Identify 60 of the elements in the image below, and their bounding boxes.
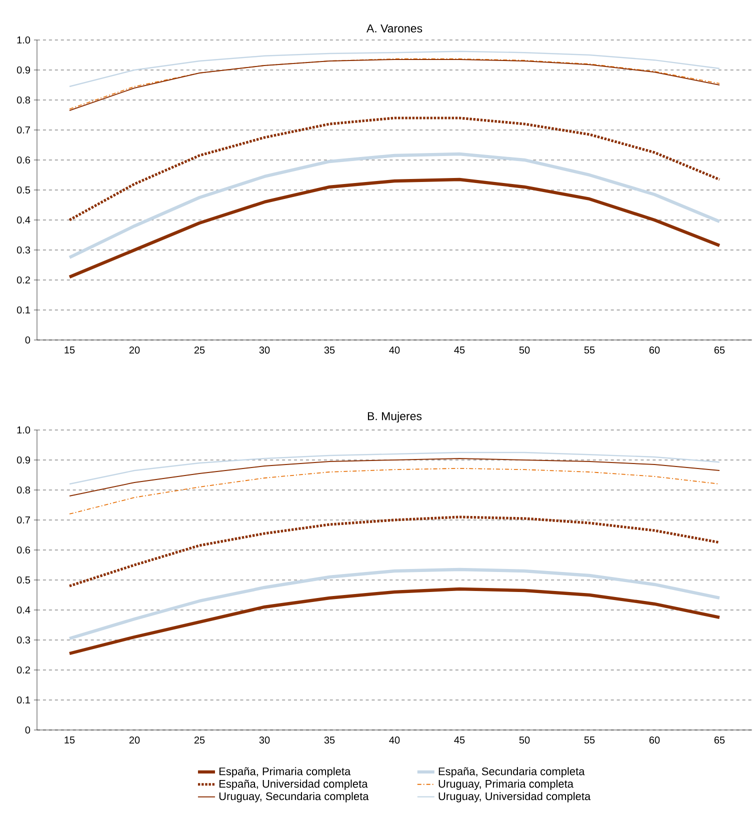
x-tick-label: 25	[194, 346, 205, 354]
y-tick-label: 0.2	[16, 276, 30, 284]
y-tick-label: 0	[25, 336, 30, 344]
chart-title: A. Varones	[366, 24, 422, 32]
legend-label: España, Secundaria completa	[438, 767, 585, 778]
y-tick-label: 0.3	[16, 636, 30, 644]
line-series	[68, 568, 722, 640]
legend-label: Uruguay, Secundaria completa	[219, 792, 369, 802]
x-tick-label: 20	[129, 346, 140, 354]
y-tick-label: 0.5	[16, 186, 30, 194]
legend-label: Uruguay, Universidad completa	[438, 792, 591, 802]
x-tick-label: 25	[194, 736, 205, 744]
line-series	[68, 178, 722, 279]
y-tick-label: 0.9	[16, 456, 30, 464]
line-series	[68, 516, 721, 588]
line-series	[68, 50, 720, 88]
y-tick-label: 0.5	[16, 576, 30, 584]
x-tick-label: 60	[649, 736, 660, 744]
x-tick-label: 35	[324, 346, 335, 354]
y-tick-label: 0.7	[16, 516, 30, 524]
x-tick-label: 55	[584, 346, 595, 354]
x-tick-label: 60	[649, 346, 660, 354]
chart-title: B. Mujeres	[368, 412, 422, 422]
y-tick-label: 0.7	[16, 126, 30, 134]
legend-label: España, Universidad completa	[219, 780, 368, 790]
y-tick-label: 0.6	[16, 546, 30, 554]
y-tick-label: 1.0	[17, 426, 30, 434]
x-tick-label: 15	[64, 346, 75, 354]
x-tick-label: 50	[519, 736, 530, 744]
x-tick-label: 35	[324, 736, 335, 744]
y-tick-label: 0.8	[16, 96, 30, 104]
x-tick-label: 20	[129, 736, 140, 744]
y-tick-label: 0.8	[16, 486, 30, 494]
line-series	[68, 152, 722, 260]
x-tick-label: 45	[454, 346, 465, 354]
line-series	[68, 116, 721, 222]
x-tick-label: 40	[389, 346, 400, 354]
x-tick-label: 65	[714, 736, 725, 744]
y-tick-label: 0.1	[16, 306, 30, 314]
x-tick-label: 15	[64, 736, 75, 744]
y-tick-label: 0.1	[16, 696, 30, 704]
x-tick-label: 50	[519, 346, 530, 354]
y-tick-label: 0.6	[16, 156, 30, 164]
legend-label: España, Primaria completa	[219, 767, 351, 778]
x-tick-label: 30	[259, 736, 270, 744]
x-tick-label: 30	[259, 346, 270, 354]
legend-label: Uruguay, Primaria completa	[438, 780, 574, 790]
x-tick-label: 65	[714, 346, 725, 354]
y-tick-label: 0.4	[16, 606, 30, 614]
y-tick-label: 0.3	[16, 246, 30, 254]
y-tick-label: 0.4	[16, 216, 30, 224]
y-tick-label: 1.0	[17, 36, 30, 44]
x-tick-label: 45	[454, 736, 465, 744]
x-tick-label: 55	[584, 736, 595, 744]
line-series	[69, 468, 720, 514]
x-tick-label: 40	[389, 736, 400, 744]
line-series	[68, 452, 720, 485]
y-tick-label: 0	[25, 726, 30, 734]
y-tick-label: 0.2	[16, 666, 30, 674]
y-tick-label: 0.9	[16, 66, 30, 74]
